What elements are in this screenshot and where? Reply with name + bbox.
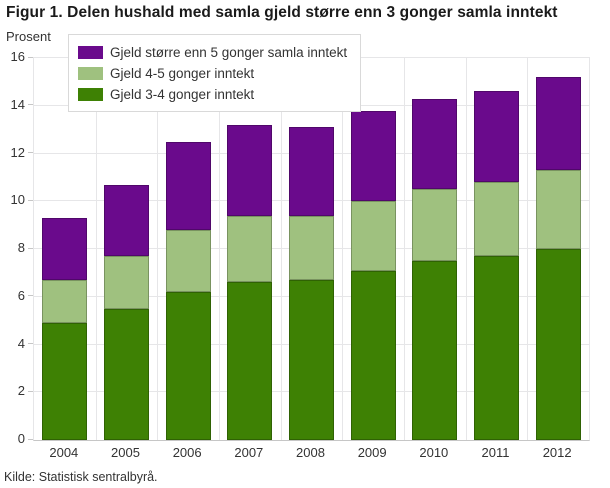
bar-group-2007 (227, 124, 273, 440)
bar-group-2005 (104, 184, 149, 440)
y-axis-tick (28, 390, 33, 392)
legend-swatch-icon (78, 67, 103, 80)
bar-segment (535, 77, 581, 171)
plot-area (33, 57, 590, 441)
legend-label: Gjeld 3-4 gonger inntekt (110, 87, 255, 102)
v-gridline (527, 58, 529, 440)
y-axis-tick (28, 152, 33, 153)
v-gridline (465, 58, 467, 440)
y-axis-tick (28, 247, 33, 249)
bar-group-2006 (165, 141, 211, 440)
bar-group-2009 (350, 110, 396, 440)
x-axis-label: 2011 (481, 445, 510, 460)
y-tick-label: 4 (17, 335, 25, 351)
v-gridline (280, 58, 282, 440)
x-axis-label: 2005 (111, 445, 140, 460)
bar-segment (289, 280, 334, 440)
bar-group-2008 (289, 127, 334, 440)
bar-segment (350, 110, 396, 202)
legend-item[interactable]: Gjeld større enn 5 gonger samla inntekt (78, 42, 347, 63)
y-tick-label: 12 (10, 144, 25, 160)
bar-segment (474, 256, 519, 440)
bar-segment (535, 249, 581, 440)
legend: Gjeld større enn 5 gonger samla inntekt G… (68, 34, 362, 112)
v-gridline (219, 58, 220, 440)
bar-segment (42, 217, 88, 281)
bar-segment (474, 182, 519, 257)
bar-segment (42, 323, 88, 440)
y-axis-tick (28, 56, 33, 58)
y-tick-label: 16 (10, 49, 25, 64)
bar-group-2010 (412, 98, 458, 440)
y-axis-unit-label: Prosent (6, 29, 51, 44)
x-axis-label: 2009 (357, 445, 387, 460)
bar-group-2012 (535, 77, 581, 440)
bar-segment (104, 256, 149, 309)
bar-segment (535, 170, 581, 249)
bar-segment (350, 270, 396, 440)
bar-group-2011 (474, 91, 519, 440)
y-tick-label: 14 (10, 96, 25, 112)
legend-label: Gjeld 4-5 gonger inntekt (110, 66, 255, 81)
y-axis-tick (28, 199, 33, 201)
x-axis-label: 2010 (419, 445, 449, 460)
bar-segment (165, 291, 211, 440)
bar-segment (412, 189, 458, 261)
figure-title: Figur 1. Delen hushald med samla gjeld s… (6, 4, 558, 21)
y-tick-label: 0 (17, 431, 25, 446)
v-gridline (404, 58, 405, 440)
y-tick-label: 8 (17, 240, 25, 255)
legend-item[interactable]: Gjeld 3-4 gonger inntekt (78, 84, 347, 105)
bar-segment (412, 98, 458, 190)
bar-segment (474, 91, 519, 183)
bar-segment (165, 141, 211, 230)
legend-swatch-icon (78, 46, 103, 59)
legend-item[interactable]: Gjeld 4-5 gonger inntekt (78, 63, 347, 84)
bar-segment (350, 201, 396, 271)
x-axis-label: 2004 (49, 445, 79, 460)
bar-segment (104, 184, 149, 257)
y-tick-label: 2 (17, 383, 25, 399)
x-axis-label: 2008 (296, 445, 325, 460)
bar-segment (227, 124, 273, 216)
bar-group-2004 (42, 217, 88, 440)
y-axis-tick (28, 343, 33, 344)
bar-segment (289, 127, 334, 216)
y-tick-label: 6 (17, 287, 25, 303)
y-tick-label: 10 (10, 192, 25, 208)
v-gridline (342, 58, 344, 440)
bar-segment (104, 308, 149, 440)
source-note: Kilde: Statistisk sentralbyrå. (4, 470, 158, 484)
x-axis-label: 2006 (172, 445, 202, 460)
v-gridline (157, 58, 159, 440)
bar-segment (412, 260, 458, 440)
bar-segment (227, 282, 273, 440)
bar-segment (165, 229, 211, 292)
bar-segment (42, 280, 88, 324)
x-axis-label: 2012 (542, 445, 572, 460)
y-axis-tick (28, 104, 33, 106)
x-axis-label: 2007 (234, 445, 264, 460)
bar-segment (227, 215, 273, 283)
y-axis-tick (28, 438, 33, 440)
bar-segment (289, 215, 334, 281)
legend-swatch-icon (78, 88, 103, 101)
legend-label: Gjeld større enn 5 gonger samla inntekt (110, 45, 348, 60)
v-gridline (95, 58, 97, 440)
y-axis-tick (28, 295, 33, 297)
